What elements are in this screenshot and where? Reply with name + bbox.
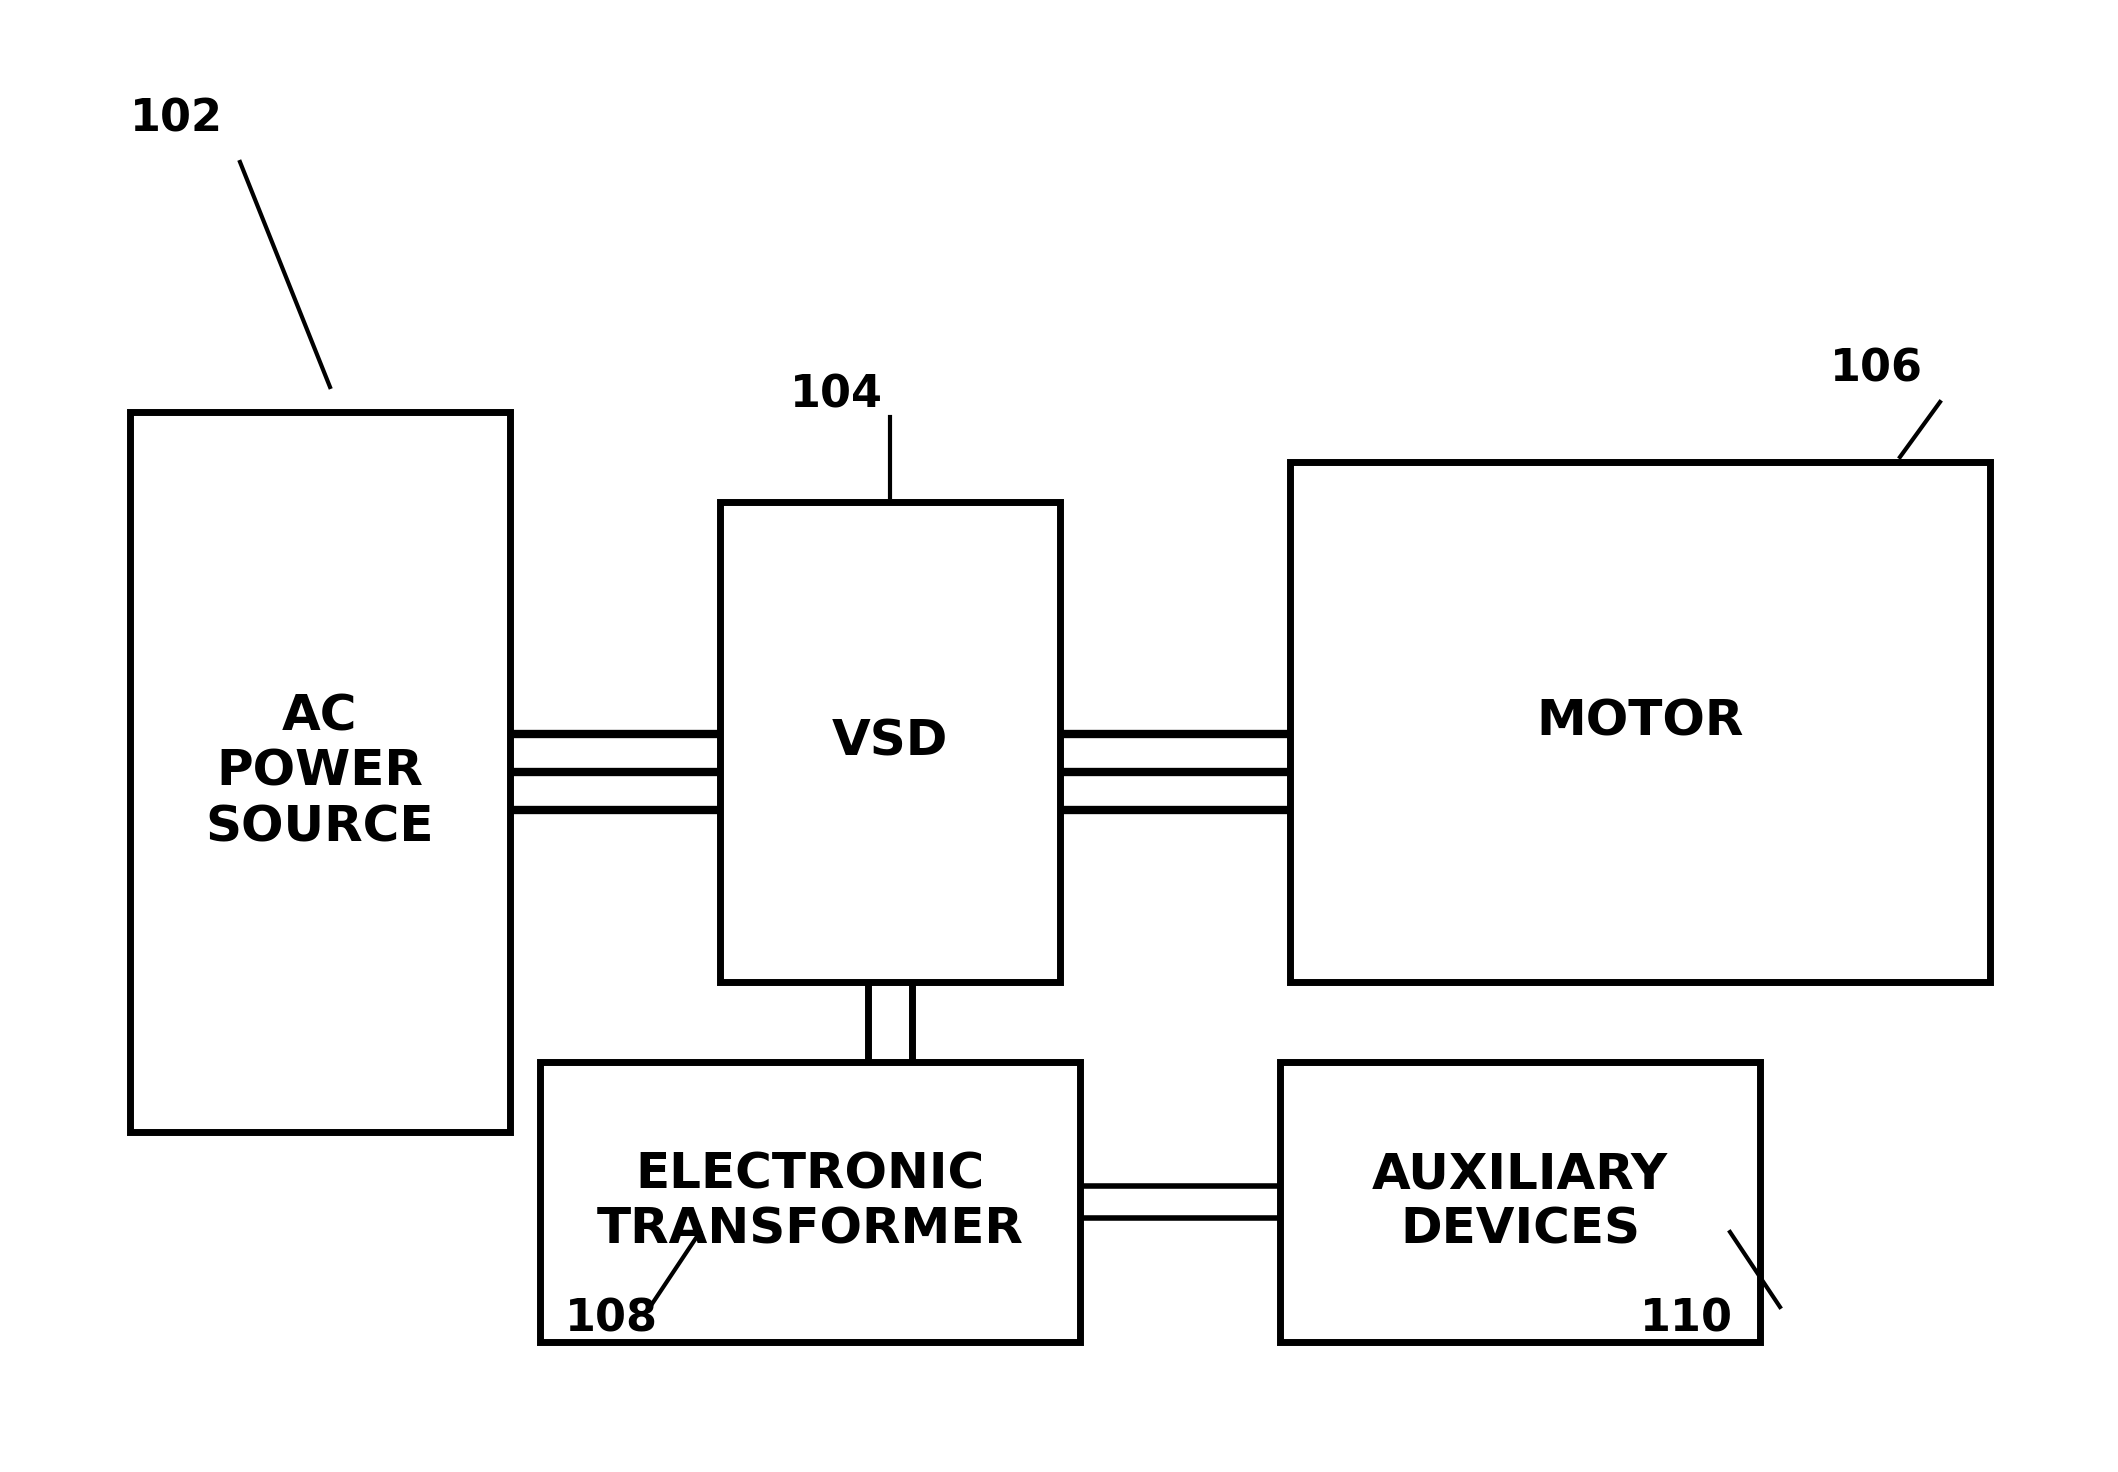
Text: 102: 102 [129, 99, 222, 141]
Text: AC
POWER
SOURCE: AC POWER SOURCE [205, 692, 434, 852]
Text: MOTOR: MOTOR [1536, 698, 1743, 746]
Bar [1279, 1061, 1760, 1342]
Text: 104: 104 [790, 372, 883, 417]
Text: 110: 110 [1639, 1298, 1733, 1341]
Bar [129, 412, 510, 1132]
Text: 108: 108 [566, 1298, 659, 1341]
Bar [1290, 462, 1991, 982]
Text: VSD: VSD [832, 718, 949, 765]
Text: ELECTRONIC
TRANSFORMER: ELECTRONIC TRANSFORMER [597, 1150, 1023, 1254]
Bar [540, 1061, 1080, 1342]
Text: 106: 106 [1830, 347, 1923, 392]
Bar [720, 502, 1059, 982]
Text: AUXILIARY
DEVICES: AUXILIARY DEVICES [1372, 1150, 1669, 1254]
